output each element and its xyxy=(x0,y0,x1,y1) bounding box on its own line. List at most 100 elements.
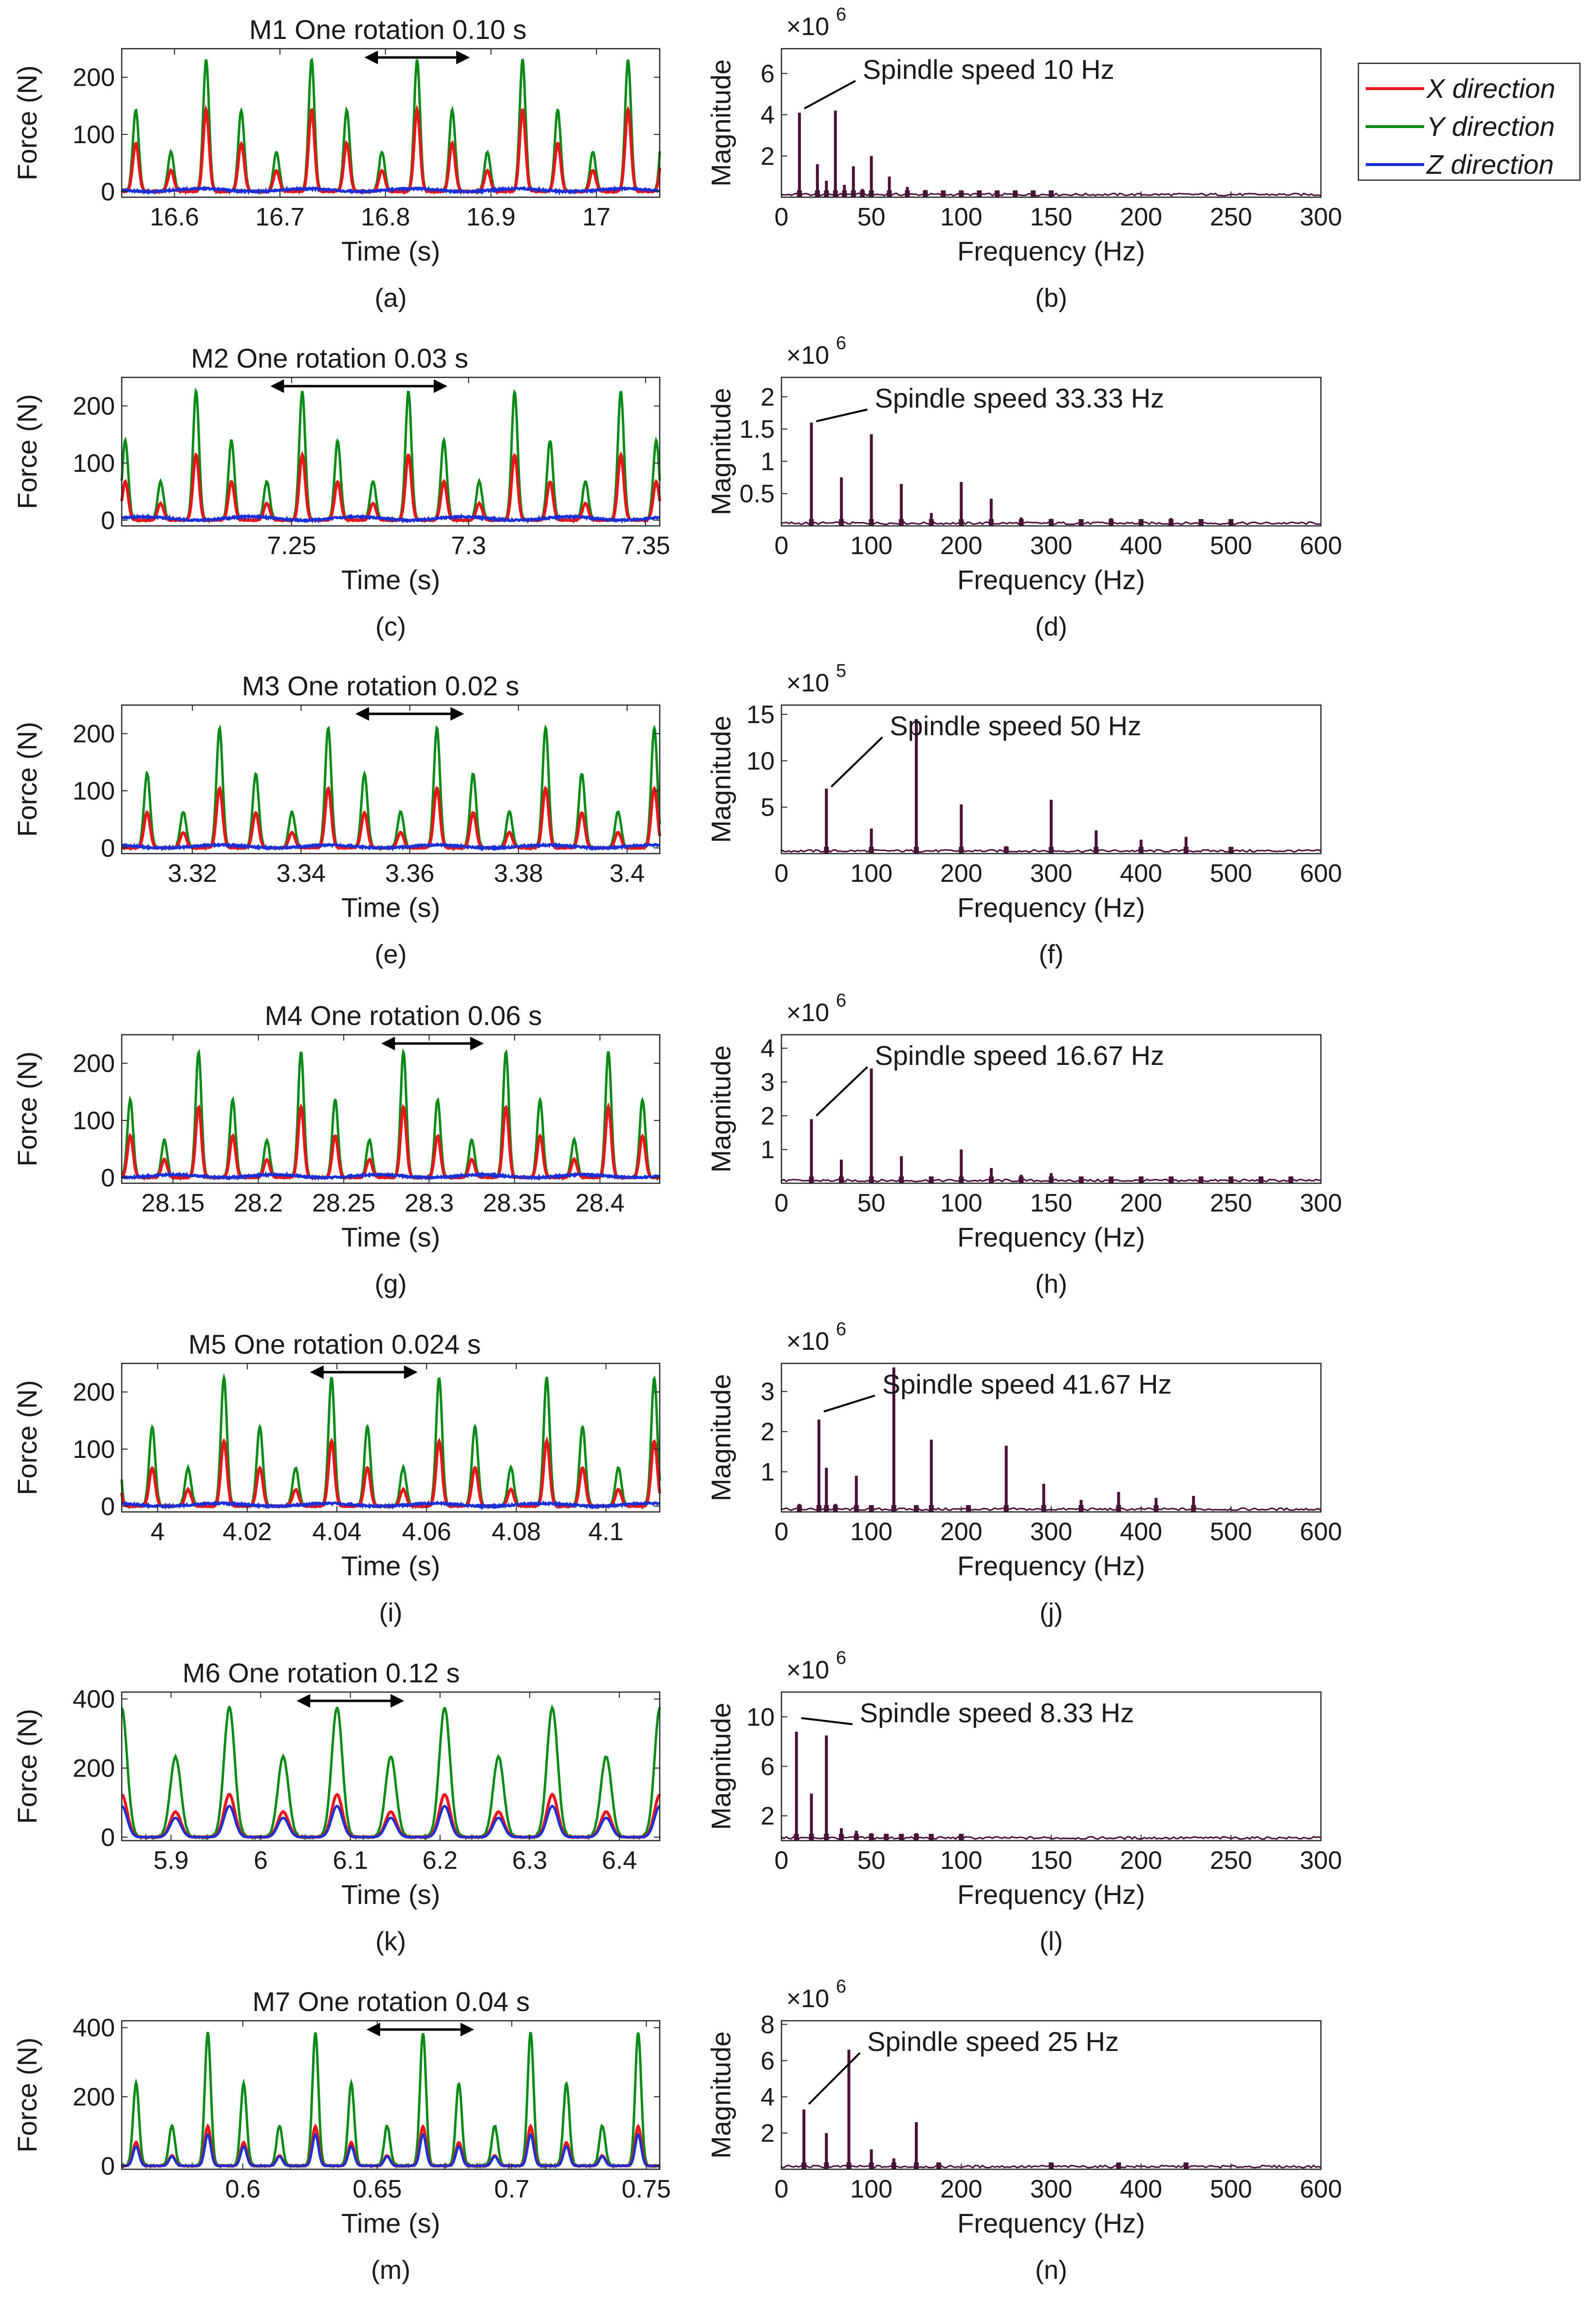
panel-caption: (m) xyxy=(371,2255,410,2285)
spectrum-peak-base xyxy=(936,2162,942,2169)
exponent-power: 6 xyxy=(836,4,846,25)
y-tick-label: 0 xyxy=(101,1824,115,1852)
y-tick-label: 4 xyxy=(761,1035,775,1063)
panel-e: 3.32 3.34 3.36 3.38 3.4 0 100 200 Time (s) Force … xyxy=(12,671,661,969)
spectrum-peak-base xyxy=(928,519,934,526)
x-tick-label: 0 xyxy=(775,203,789,231)
x-axis-label: Time (s) xyxy=(341,236,440,266)
y-axis-label: Magnitude xyxy=(705,1703,736,1830)
x-tick-label: 6.1 xyxy=(333,1846,368,1875)
panel-n: 0 100 200 300 400 500 600 2 4 6 8 ×10 6 Frequency (Hz… xyxy=(705,1976,1342,2285)
spectrum-peak-base xyxy=(839,519,844,526)
y-tick-label: 1 xyxy=(761,1458,775,1487)
x-tick-label: 4.06 xyxy=(402,1518,451,1546)
x-tick-label: 300 xyxy=(1300,1189,1342,1217)
spectrum-peak-base xyxy=(860,190,865,197)
rotation-arrow-right-head xyxy=(404,1365,418,1379)
x-axis-label: Time (s) xyxy=(341,1222,440,1252)
x-tick-label: 100 xyxy=(850,2175,892,2203)
x-tick-label: 6.2 xyxy=(423,1846,458,1875)
y-tick-label: 1 xyxy=(761,1136,775,1164)
y-tick-label: 200 xyxy=(73,64,115,92)
spectrum-peak-base xyxy=(1078,519,1084,526)
panel-title: M3 One rotation 0.02 s xyxy=(242,671,520,701)
spectrum-peak-base xyxy=(1019,1176,1024,1183)
panel-caption: (c) xyxy=(375,612,406,641)
series-z-direction xyxy=(121,1171,661,1181)
series-z-direction xyxy=(121,513,661,524)
rotation-arrow-right-head xyxy=(450,707,464,721)
spectrum-peak-base xyxy=(1013,190,1018,197)
panel-f: 0 100 200 300 400 500 600 5 10 15 ×10 5 Frequency (H… xyxy=(705,661,1342,969)
spectrum-peak-base xyxy=(1288,1176,1294,1183)
series-z-direction xyxy=(122,2133,660,2167)
y-tick-label: 0 xyxy=(101,1164,115,1192)
exponent-power: 6 xyxy=(836,1648,846,1668)
series-y-direction xyxy=(120,2031,661,2170)
y-axis-label: Force (N) xyxy=(12,394,42,509)
spindle-speed-annotation: Spindle speed 16.67 Hz xyxy=(875,1040,1165,1071)
x-tick-label: 0 xyxy=(775,859,789,888)
x-tick-label: 300 xyxy=(1300,1846,1342,1875)
x-tick-label: 500 xyxy=(1210,859,1252,888)
x-tick-label: 0 xyxy=(775,2175,789,2203)
x-tick-label: 4 xyxy=(150,1518,165,1546)
spectrum-peak-base xyxy=(891,1505,896,1512)
x-tick-label: 28.15 xyxy=(141,1189,204,1217)
spectrum-peak-base xyxy=(905,190,910,197)
y-tick-label: 2 xyxy=(761,1802,775,1830)
x-tick-label: 200 xyxy=(1120,1846,1162,1875)
x-tick-label: 3.38 xyxy=(494,859,543,888)
panel-caption: (l) xyxy=(1039,1927,1063,1956)
x-axis-label: Frequency (Hz) xyxy=(957,236,1145,266)
y-tick-label: 400 xyxy=(73,1685,115,1714)
x-tick-label: 400 xyxy=(1120,859,1162,888)
x-tick-label: 200 xyxy=(1120,203,1162,231)
spectrum-peak-base xyxy=(842,190,847,197)
x-tick-label: 28.3 xyxy=(405,1189,454,1217)
spectrum-peak-base xyxy=(797,1505,802,1512)
x-axis-label: Time (s) xyxy=(341,1550,440,1581)
x-tick-label: 0.6 xyxy=(225,2175,260,2203)
y-axis-label: Magnitude xyxy=(705,716,736,843)
x-tick-label: 7.35 xyxy=(621,532,670,560)
spectrum-peak-base xyxy=(884,1834,889,1841)
panel-caption: (d) xyxy=(1035,612,1067,641)
x-tick-label: 600 xyxy=(1300,1518,1342,1546)
y-tick-label: 6 xyxy=(761,2047,775,2075)
rotation-arrow-right-head xyxy=(470,1037,484,1050)
panel-title: M1 One rotation 0.10 s xyxy=(249,14,527,45)
x-tick-label: 16.6 xyxy=(150,203,199,231)
exponent-label: ×10 xyxy=(786,1327,829,1356)
spectrum-peak-base xyxy=(1116,1505,1121,1512)
spectrum-peak-base xyxy=(928,1176,934,1183)
y-tick-label: 2 xyxy=(761,2120,775,2148)
panel-c: 7.25 7.3 7.35 0 100 200 Time (s) Force (N) (c) M2… xyxy=(12,343,670,641)
y-tick-label: 200 xyxy=(73,720,115,748)
y-tick-label: 0 xyxy=(101,1492,115,1521)
panel-caption: (k) xyxy=(375,1927,406,1956)
rotation-arrow-right-head xyxy=(456,51,470,64)
exponent-label: ×10 xyxy=(786,341,829,370)
panel-caption: (f) xyxy=(1039,940,1064,969)
x-tick-label: 3.34 xyxy=(277,859,326,888)
x-axis-label: Time (s) xyxy=(341,1879,440,1910)
x-tick-label: 600 xyxy=(1300,859,1342,888)
annotation-leader xyxy=(801,1717,853,1725)
spectrum-peak-base xyxy=(899,1834,904,1841)
spectrum-peak-base xyxy=(995,190,1000,197)
legend-label: X direction xyxy=(1426,73,1556,104)
x-tick-label: 7.3 xyxy=(451,532,486,560)
x-tick-label: 500 xyxy=(1210,1518,1252,1546)
spectrum-peak-base xyxy=(824,1505,829,1512)
spectrum-peak-base xyxy=(928,1834,934,1841)
x-axis-label: Frequency (Hz) xyxy=(957,1222,1145,1252)
spectrum-peak-base xyxy=(794,1834,799,1841)
spectrum-peak-base xyxy=(899,1176,904,1183)
rotation-arrow-left-head xyxy=(366,2023,380,2036)
x-tick-label: 50 xyxy=(857,1846,886,1875)
spectrum-peak-base xyxy=(1041,1505,1046,1512)
spectrum-peak-base xyxy=(1184,847,1188,854)
spindle-speed-annotation: Spindle speed 50 Hz xyxy=(890,710,1141,741)
annotation-leader xyxy=(816,409,868,423)
